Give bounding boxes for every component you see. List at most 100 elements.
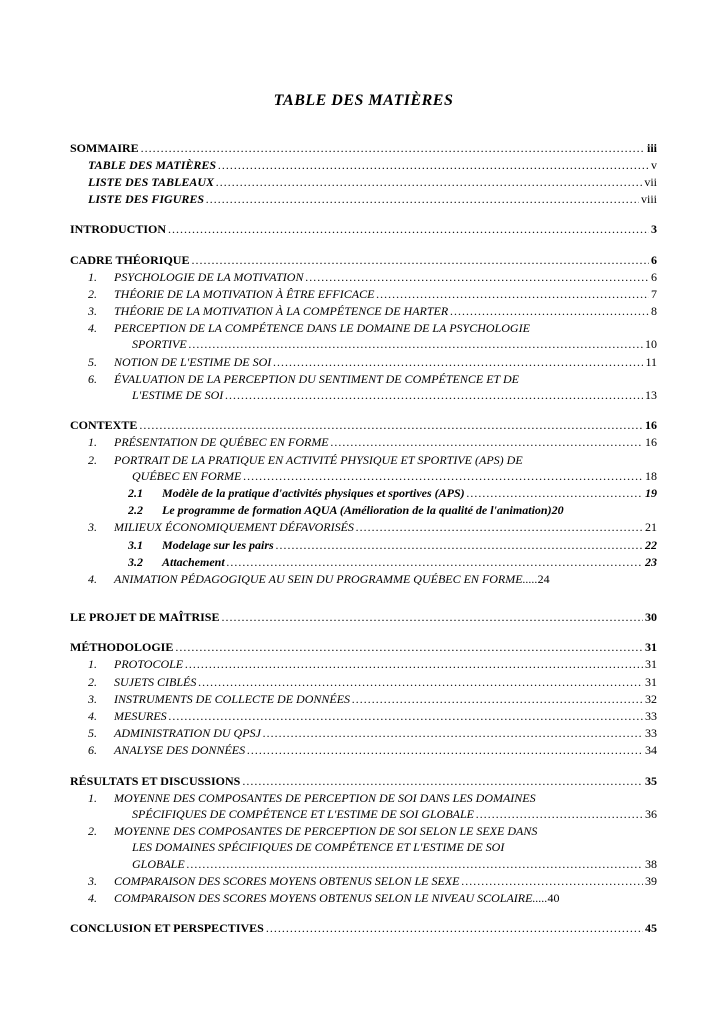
toc-entry: 3.1Modelage sur les pairs 22 <box>128 537 657 553</box>
toc-entry-page: 6 <box>651 252 657 268</box>
toc-entry: TABLE DES MATIÈRES v <box>88 157 657 173</box>
toc-entry-label: CADRE THÉORIQUE <box>70 252 189 268</box>
toc-entry-number: 4. <box>88 708 114 724</box>
toc-entry-line: 2.PORTRAIT DE LA PRATIQUE EN ACTIVITÉ PH… <box>88 452 657 468</box>
toc-entry-label: 4.MESURES <box>88 708 167 724</box>
toc-entry-label: SOMMAIRE <box>70 140 139 156</box>
table-of-contents: SOMMAIRE iiiTABLE DES MATIÈRES vLISTE DE… <box>70 140 657 937</box>
toc-entry-page: 6 <box>651 269 657 285</box>
toc-entry: 2.PORTRAIT DE LA PRATIQUE EN ACTIVITÉ PH… <box>88 452 657 484</box>
toc-entry-label: MOYENNE DES COMPOSANTES DE PERCEPTION DE… <box>114 824 537 838</box>
document-page: TABLE DES MATIÈRES SOMMAIRE iiiTABLE DES… <box>0 0 717 1016</box>
toc-leader <box>243 468 643 484</box>
toc-leader <box>168 221 649 237</box>
toc-leader <box>141 140 645 156</box>
toc-entry-label: 3.2Attachement <box>128 554 225 570</box>
toc-entry-label: 1.PROTOCOLE <box>88 656 183 672</box>
toc-entry-page: 38 <box>645 856 657 872</box>
toc-entry-label: LE PROJET DE MAÎTRISE <box>70 609 219 625</box>
toc-leader <box>273 354 643 370</box>
toc-entry-page: 33 <box>645 725 657 741</box>
toc-entry-label: LISTE DES TABLEAUX <box>88 174 214 190</box>
toc-entry: 2.SUJETS CIBLÉS 31 <box>88 674 657 690</box>
toc-entry-line: SPORTIVE 10 <box>88 336 657 352</box>
toc-entry-label: ÉVALUATION DE LA PERCEPTION DU SENTIMENT… <box>114 372 519 386</box>
toc-entry-line: 6.ÉVALUATION DE LA PERCEPTION DU SENTIME… <box>88 371 657 387</box>
toc-leader <box>247 742 643 758</box>
toc-entry-number: 3. <box>88 873 114 889</box>
toc-entry: MÉTHODOLOGIE 31 <box>70 639 657 655</box>
toc-entry-page: 16 <box>645 417 657 433</box>
toc-entry-number: 6. <box>88 742 114 758</box>
toc-entry: 5.ADMINISTRATION DU QPSJ 33 <box>88 725 657 741</box>
toc-entry-number: 3. <box>88 303 114 319</box>
toc-entry: 1.PSYCHOLOGIE DE LA MOTIVATION 6 <box>88 269 657 285</box>
toc-entry-page: 13 <box>645 387 657 403</box>
toc-entry-label: LISTE DES FIGURES <box>88 191 204 207</box>
toc-entry-page: 7 <box>651 286 657 302</box>
toc-entry: 3.COMPARAISON DES SCORES MOYENS OBTENUS … <box>88 873 657 889</box>
toc-leader <box>227 554 643 570</box>
toc-entry-line: LES DOMAINES SPÉCIFIQUES DE COMPÉTENCE E… <box>88 839 657 855</box>
toc-entry: SOMMAIRE iii <box>70 140 657 156</box>
toc-entry-label: RÉSULTATS ET DISCUSSIONS <box>70 773 240 789</box>
toc-entry: 4.MESURES 33 <box>88 708 657 724</box>
toc-entry: 2.1Modèle de la pratique d'activités phy… <box>128 485 657 501</box>
toc-leader <box>266 920 643 936</box>
toc-entry-number: 4. <box>88 571 114 587</box>
toc-entry-label: 2.SUJETS CIBLÉS <box>88 674 196 690</box>
toc-entry-label: PERCEPTION DE LA COMPÉTENCE DANS LE DOMA… <box>114 321 530 335</box>
toc-entry: INTRODUCTION 3 <box>70 221 657 237</box>
toc-entry-label: 3.COMPARAISON DES SCORES MOYENS OBTENUS … <box>88 873 459 889</box>
toc-leader <box>352 691 643 707</box>
toc-leader <box>356 519 643 535</box>
toc-entry-page: 31 <box>645 656 657 672</box>
toc-entry: LISTE DES TABLEAUX vii <box>88 174 657 190</box>
page-title: TABLE DES MATIÈRES <box>70 90 657 112</box>
toc-entry-page: 34 <box>645 742 657 758</box>
toc-entry-page: vii <box>644 174 657 190</box>
toc-leader <box>276 537 643 553</box>
toc-entry: 4.COMPARAISON DES SCORES MOYENS OBTENUS … <box>88 890 657 906</box>
toc-entry: 1.PRÉSENTATION DE QUÉBEC EN FORME 16 <box>88 434 657 450</box>
toc-entry-number: 4. <box>88 320 114 336</box>
toc-entry-number: 3.2 <box>128 554 162 570</box>
toc-leader <box>467 485 643 501</box>
toc-entry-label: 4.COMPARAISON DES SCORES MOYENS OBTENUS … <box>88 890 532 906</box>
toc-leader <box>187 856 643 872</box>
toc-entry: 4.PERCEPTION DE LA COMPÉTENCE DANS LE DO… <box>88 320 657 352</box>
toc-entry-number: 1. <box>88 790 114 806</box>
toc-leader <box>225 387 643 403</box>
toc-leader: ..... <box>532 890 547 906</box>
toc-entry: 6.ÉVALUATION DE LA PERCEPTION DU SENTIME… <box>88 371 657 403</box>
toc-entry-label: 2.1Modèle de la pratique d'activités phy… <box>128 485 465 501</box>
toc-entry-page: 16 <box>645 434 657 450</box>
toc-leader <box>189 336 643 352</box>
toc-entry-number: 6. <box>88 371 114 387</box>
toc-entry-page: 31 <box>645 674 657 690</box>
toc-leader <box>376 286 649 302</box>
toc-leader <box>331 434 643 450</box>
toc-entry: CONTEXTE 16 <box>70 417 657 433</box>
toc-entry-label: GLOBALE <box>132 856 185 872</box>
toc-entry: LISTE DES FIGURES viii <box>88 191 657 207</box>
toc-entry: CONCLUSION ET PERSPECTIVES 45 <box>70 920 657 936</box>
toc-leader <box>185 656 643 672</box>
toc-entry: 3.2Attachement 23 <box>128 554 657 570</box>
toc-leader <box>169 708 643 724</box>
toc-entry-page: 35 <box>645 773 657 789</box>
toc-entry-number: 5. <box>88 725 114 741</box>
toc-entry-page: 40 <box>547 890 559 906</box>
toc-entry-page: 22 <box>645 537 657 553</box>
toc-entry-page: viii <box>641 191 657 207</box>
toc-entry-number: 2. <box>88 452 114 468</box>
toc-entry-label: 2.2Le programme de formation AQUA (Améli… <box>128 502 552 518</box>
toc-entry-page: v <box>651 157 657 173</box>
toc-entry-label: CONCLUSION ET PERSPECTIVES <box>70 920 264 936</box>
toc-entry-page: 45 <box>645 920 657 936</box>
toc-leader <box>206 191 639 207</box>
toc-entry-page: 30 <box>645 609 657 625</box>
toc-entry-number: 2.2 <box>128 502 162 518</box>
toc-leader <box>191 252 649 268</box>
toc-entry: 3.INSTRUMENTS DE COLLECTE DE DONNÉES 32 <box>88 691 657 707</box>
